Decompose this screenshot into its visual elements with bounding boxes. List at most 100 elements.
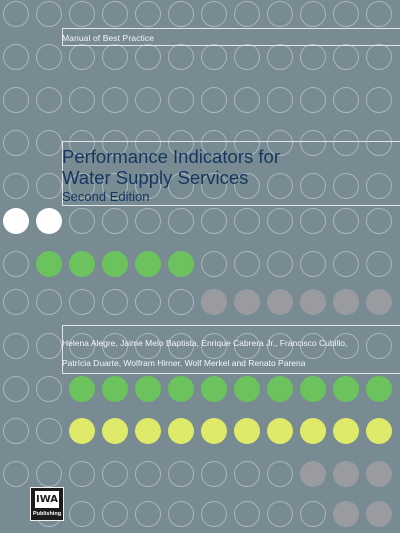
outline-dot	[135, 173, 161, 199]
outline-dot	[366, 130, 392, 156]
outline-dot	[3, 87, 29, 113]
yellow-dot	[234, 418, 260, 444]
outline-dot	[69, 333, 95, 359]
outline-dot	[300, 251, 326, 277]
outline-dot	[201, 251, 227, 277]
green-dot	[333, 376, 359, 402]
green-dot	[102, 251, 128, 277]
outline-dot	[333, 333, 359, 359]
outline-dot	[168, 289, 194, 315]
outline-dot	[201, 208, 227, 234]
author-line-2: Patrícia Duarte, Wolfram Hirner, Wolf Me…	[62, 358, 306, 368]
outline-dot	[300, 501, 326, 527]
outline-dot	[3, 251, 29, 277]
book-title-line-2: Water Supply Services	[62, 167, 249, 188]
outline-dot	[36, 130, 62, 156]
outline-dot	[201, 130, 227, 156]
outline-dot	[300, 44, 326, 70]
outline-dot	[36, 44, 62, 70]
green-dot	[267, 376, 293, 402]
outline-dot	[168, 173, 194, 199]
gray-dot	[267, 289, 293, 315]
series-label: Manual of Best Practice	[62, 33, 155, 43]
outline-dot	[267, 173, 293, 199]
outline-dot	[3, 289, 29, 315]
outline-dot	[234, 251, 260, 277]
outline-dot	[300, 1, 326, 27]
outline-dot	[135, 501, 161, 527]
outline-dot	[300, 333, 326, 359]
outline-dot	[102, 173, 128, 199]
outline-dot	[333, 208, 359, 234]
outline-dot	[3, 1, 29, 27]
outline-dot	[168, 87, 194, 113]
outline-dot	[102, 44, 128, 70]
gray-dot	[333, 501, 359, 527]
outline-dot	[267, 333, 293, 359]
outline-dot	[300, 208, 326, 234]
green-dot	[36, 251, 62, 277]
outline-dot	[333, 44, 359, 70]
outline-dot	[201, 173, 227, 199]
outline-dot	[201, 501, 227, 527]
outline-dot	[234, 501, 260, 527]
outline-dot	[69, 1, 95, 27]
outline-dot	[135, 44, 161, 70]
outline-dot	[300, 130, 326, 156]
author-line-1: Helena Alegre, Jaime Melo Baptista, Enri…	[62, 338, 348, 348]
outline-dot	[366, 333, 392, 359]
title-top-rule	[62, 141, 400, 142]
outline-dot	[3, 461, 29, 487]
green-dot	[102, 376, 128, 402]
yellow-dot	[300, 418, 326, 444]
outline-dot	[102, 87, 128, 113]
outline-dot	[366, 1, 392, 27]
outline-dot	[333, 251, 359, 277]
outline-dot	[135, 87, 161, 113]
yellow-dot	[135, 418, 161, 444]
outline-dot	[234, 44, 260, 70]
green-dot	[234, 376, 260, 402]
outline-dot	[102, 130, 128, 156]
gray-dot	[300, 461, 326, 487]
outline-dot	[333, 173, 359, 199]
iwa-publishing-logo: IWA Publishing	[30, 487, 64, 521]
outline-dot	[3, 376, 29, 402]
yellow-dot	[366, 418, 392, 444]
outline-dot	[36, 461, 62, 487]
outline-dot	[168, 44, 194, 70]
outline-dot	[168, 208, 194, 234]
outline-dot	[201, 461, 227, 487]
outline-dot	[69, 173, 95, 199]
outline-dot	[36, 173, 62, 199]
outline-dot	[69, 44, 95, 70]
outline-dot	[201, 87, 227, 113]
outline-dot	[267, 208, 293, 234]
outline-dot	[69, 289, 95, 315]
yellow-dot	[168, 418, 194, 444]
outline-dot	[36, 418, 62, 444]
outline-dot	[168, 461, 194, 487]
gray-dot	[201, 289, 227, 315]
outline-dot	[201, 1, 227, 27]
outline-dot	[3, 173, 29, 199]
outline-dot	[36, 376, 62, 402]
gray-dot	[234, 289, 260, 315]
outline-dot	[69, 501, 95, 527]
outline-dot	[102, 208, 128, 234]
outline-dot	[366, 87, 392, 113]
yellow-dot	[102, 418, 128, 444]
outline-dot	[333, 130, 359, 156]
outline-dot	[234, 461, 260, 487]
outline-dot	[300, 87, 326, 113]
outline-dot	[36, 1, 62, 27]
series-bottom-rule	[62, 45, 400, 46]
outline-dot	[234, 130, 260, 156]
outline-dot	[267, 130, 293, 156]
yellow-dot	[69, 418, 95, 444]
title-bottom-rule	[62, 205, 400, 206]
yellow-dot	[201, 418, 227, 444]
outline-dot	[3, 130, 29, 156]
